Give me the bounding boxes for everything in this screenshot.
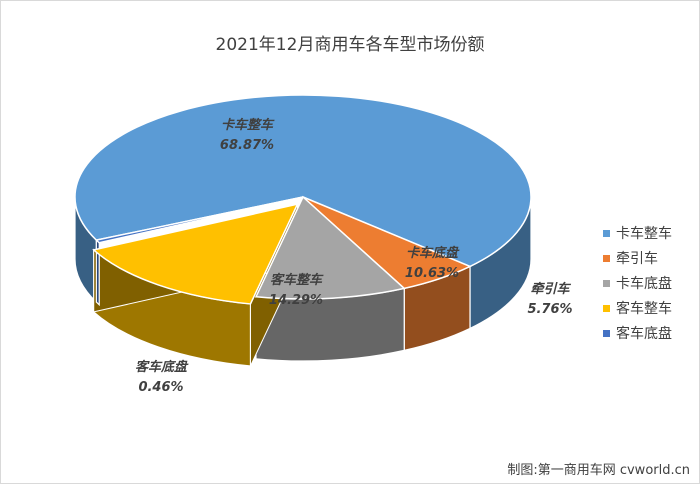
slice-客车底盘: [94, 196, 304, 244]
legend-swatch: [603, 254, 610, 262]
legend-item: 卡车底盘: [603, 272, 672, 297]
legend-swatch: [603, 279, 610, 287]
legend-label: 牵引车: [616, 251, 658, 267]
data-label-value-0: 68.87%: [220, 138, 274, 153]
chart-title: 2021年12月商用车各车型市场份额: [215, 35, 485, 55]
data-label-value-4: 0.46%: [138, 380, 183, 395]
legend-label: 客车底盘: [616, 326, 672, 342]
slice-卡车底盘: [254, 195, 406, 300]
data-label-name-0: 卡车整车: [221, 117, 275, 133]
slice-卡车整车: [74, 94, 532, 268]
data-label-name-3: 客车整车: [270, 272, 324, 288]
slice-客车整车: [92, 203, 299, 305]
legend-swatch: [603, 229, 610, 237]
data-label-name-1: 牵引车: [530, 281, 571, 297]
legend-label: 卡车底盘: [616, 276, 672, 292]
data-label-value-2: 10.63%: [405, 266, 459, 281]
source-credit: 制图:第一商用车网 cvworld.cn: [507, 463, 690, 478]
data-labels: 卡车整车 68.87% 牵引车 5.76% 卡车底盘 10.63% 客车整车 14.29% 客车…: [135, 117, 573, 395]
legend-item: 客车整车: [603, 297, 672, 322]
data-label-name-2: 卡车底盘: [406, 245, 460, 261]
data-label-name-4: 客车底盘: [135, 359, 189, 375]
legend: 卡车整车牵引车卡车底盘客车整车客车底盘: [603, 222, 672, 347]
legend-label: 客车整车: [616, 301, 672, 317]
pie-tops: [74, 94, 532, 305]
data-label-value-3: 14.29%: [269, 293, 323, 308]
legend-label: 卡车整车: [616, 226, 672, 242]
data-label-value-1: 5.76%: [527, 302, 572, 317]
legend-item: 客车底盘: [603, 322, 672, 347]
legend-swatch: [603, 329, 610, 337]
legend-item: 牵引车: [603, 247, 672, 272]
legend-item: 卡车整车: [603, 222, 672, 247]
legend-swatch: [603, 304, 610, 312]
